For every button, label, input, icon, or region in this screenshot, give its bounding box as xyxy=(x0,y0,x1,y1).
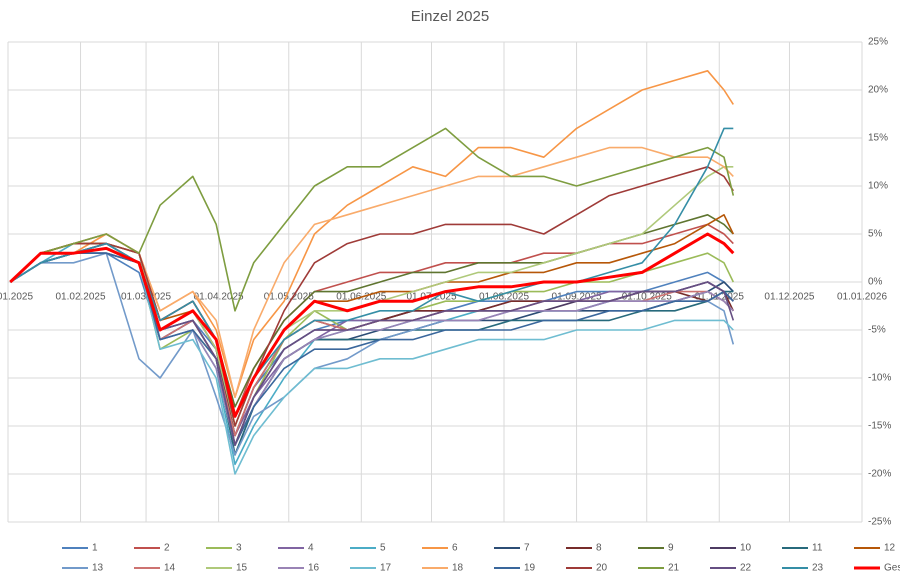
y-tick-label: 0% xyxy=(868,277,883,288)
legend-label: 23 xyxy=(812,563,824,574)
x-tick-label: 01.12.2025 xyxy=(764,292,814,303)
series-line xyxy=(9,166,734,427)
series-line xyxy=(9,127,735,312)
x-tick-label: 01.01.2025 xyxy=(0,292,33,303)
legend-label: 13 xyxy=(92,563,104,574)
legend-label: 15 xyxy=(236,563,248,574)
legend-label: 16 xyxy=(308,563,320,574)
legend-label: 7 xyxy=(524,543,530,554)
x-tick-label: 01.02.2025 xyxy=(56,292,106,303)
legend-label: 10 xyxy=(740,543,752,554)
legend-label: 18 xyxy=(452,563,464,574)
legend-label: 12 xyxy=(884,543,896,554)
x-tick-label: 01.05.2025 xyxy=(264,292,314,303)
y-tick-label: 10% xyxy=(868,181,888,192)
y-tick-label: -20% xyxy=(868,469,891,480)
legend-label: 17 xyxy=(380,563,392,574)
legend-label: 3 xyxy=(236,543,242,554)
y-tick-label: -25% xyxy=(868,517,891,528)
grid xyxy=(7,41,863,523)
y-tick-label: -15% xyxy=(868,421,891,432)
chart-title: Einzel 2025 xyxy=(411,8,489,25)
y-tick-label: 15% xyxy=(868,133,888,144)
x-tick-label: 01.01.2026 xyxy=(837,292,887,303)
legend-label: 5 xyxy=(380,543,386,554)
x-tick-label: 01.08.2025 xyxy=(479,292,529,303)
legend-label: 20 xyxy=(596,563,608,574)
legend-label: 19 xyxy=(524,563,536,574)
y-tick-label: -5% xyxy=(868,325,886,336)
x-tick-label: 01.04.2025 xyxy=(194,292,244,303)
legend-label: 6 xyxy=(452,543,458,554)
x-tick-label: 01.11.2025 xyxy=(695,292,745,303)
legend-label: Gesamt xyxy=(884,563,900,574)
series-line xyxy=(9,232,735,418)
y-tick-label: -10% xyxy=(868,373,891,384)
y-tick-label: 25% xyxy=(868,37,888,48)
legend-label: 21 xyxy=(668,563,680,574)
legend-label: 22 xyxy=(740,563,752,574)
legend-label: 9 xyxy=(668,543,674,554)
legend-label: 14 xyxy=(164,563,176,574)
legend-label: 8 xyxy=(596,543,602,554)
y-tick-label: 5% xyxy=(868,229,883,240)
legend-label: 11 xyxy=(812,543,823,554)
x-tick-label: 01.10.2025 xyxy=(622,292,672,303)
legend-label: 4 xyxy=(308,543,314,554)
legend-label: 2 xyxy=(164,543,170,554)
legend-label: 1 xyxy=(92,543,98,554)
y-tick-label: 20% xyxy=(868,85,888,96)
x-tick-label: 01.09.2025 xyxy=(552,292,602,303)
